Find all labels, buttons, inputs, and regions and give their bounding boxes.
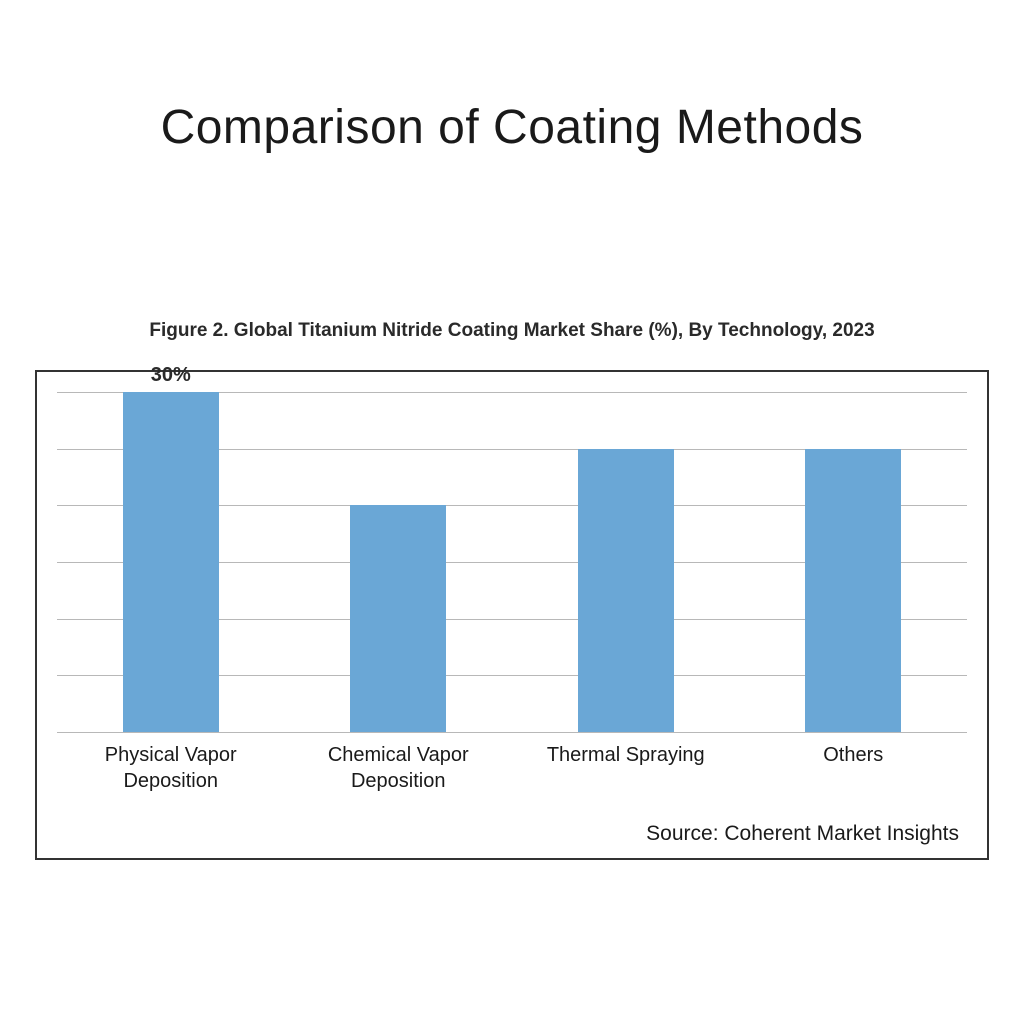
source-label: Source: Coherent Market Insights bbox=[646, 822, 959, 846]
category-label: Chemical Vapor Deposition bbox=[289, 742, 507, 794]
figure-caption: Figure 2. Global Titanium Nitride Coatin… bbox=[0, 320, 1024, 342]
gridline bbox=[57, 732, 967, 733]
bar-slot bbox=[289, 392, 507, 732]
category-label: Others bbox=[744, 742, 962, 794]
bars-row: 30% bbox=[57, 392, 967, 732]
bar-value-label: 30% bbox=[123, 364, 219, 387]
bar bbox=[350, 505, 446, 732]
bar-slot: 30% bbox=[62, 392, 280, 732]
chart-frame: 30% Physical Vapor DepositionChemical Va… bbox=[35, 370, 989, 860]
bar bbox=[805, 449, 901, 732]
bar bbox=[578, 449, 674, 732]
bar-slot bbox=[744, 392, 962, 732]
category-label: Physical Vapor Deposition bbox=[62, 742, 280, 794]
bar: 30% bbox=[123, 392, 219, 732]
page-title: Comparison of Coating Methods bbox=[0, 100, 1024, 155]
category-labels-row: Physical Vapor DepositionChemical Vapor … bbox=[57, 742, 967, 794]
bar-slot bbox=[517, 392, 735, 732]
category-label: Thermal Spraying bbox=[517, 742, 735, 794]
